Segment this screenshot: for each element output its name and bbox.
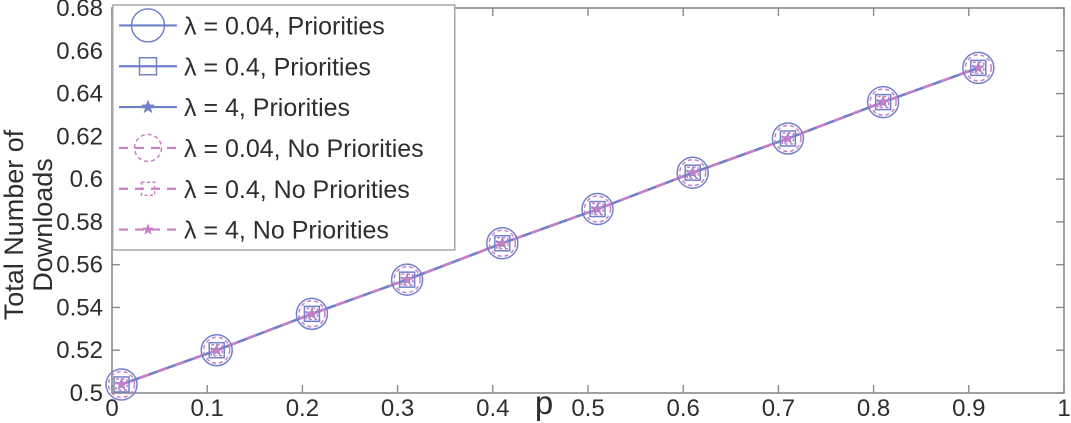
legend-marker-star bbox=[140, 99, 156, 114]
data-marker-square bbox=[208, 341, 225, 359]
data-marker-circle bbox=[295, 297, 329, 331]
y-tick-label: 0.5 bbox=[70, 380, 103, 407]
legend-marker-circle bbox=[130, 8, 166, 43]
y-tick-label: 0.64 bbox=[56, 81, 103, 108]
data-marker-square bbox=[874, 93, 892, 111]
data-marker-square bbox=[589, 200, 606, 218]
y-tick-label: 0.66 bbox=[56, 38, 103, 65]
legend bbox=[112, 4, 456, 251]
y-axis-label-line1: Total Number of bbox=[0, 129, 29, 321]
legend-label: λ = 0.4, No Priorities bbox=[184, 176, 410, 204]
data-marker-circle bbox=[202, 336, 231, 364]
data-marker-star bbox=[401, 274, 413, 285]
x-tick-label: 0.3 bbox=[381, 395, 414, 422]
data-marker-star bbox=[116, 378, 127, 389]
data-marker-star bbox=[592, 203, 603, 214]
data-marker-circle bbox=[298, 300, 326, 328]
legend-label: λ = 0.4, Priorities bbox=[184, 53, 371, 81]
data-marker-square bbox=[684, 164, 701, 181]
x-tick-label: 0.6 bbox=[667, 395, 700, 422]
data-marker-circle bbox=[676, 156, 709, 189]
x-tick-label: 0.1 bbox=[191, 395, 224, 422]
data-marker-circle bbox=[583, 195, 612, 223]
x-tick-label: 0.4 bbox=[476, 395, 509, 422]
data-marker-circle bbox=[771, 122, 805, 155]
data-marker-star bbox=[211, 344, 222, 355]
data-marker-circle bbox=[774, 124, 802, 153]
y-tick-label: 0.62 bbox=[56, 123, 103, 150]
data-marker-star bbox=[877, 96, 889, 107]
legend-marker-square bbox=[138, 57, 158, 76]
data-marker-square bbox=[303, 305, 321, 323]
series-line-5 bbox=[121, 66, 979, 386]
data-marker-circle bbox=[581, 192, 614, 226]
data-marker-circle bbox=[105, 368, 138, 401]
data-marker-square bbox=[970, 59, 987, 77]
data-marker-star bbox=[497, 237, 508, 248]
legend-marker-circle bbox=[133, 133, 163, 163]
x-axis-label: p bbox=[534, 384, 554, 421]
y-axis-label: Total Number of Downloads bbox=[0, 80, 58, 370]
data-marker-star bbox=[782, 132, 794, 143]
x-tick-label: 0.7 bbox=[762, 395, 795, 422]
legend-label: λ = 0.04, No Priorities bbox=[184, 135, 424, 163]
y-tick-label: 0.52 bbox=[56, 337, 103, 364]
data-marker-star bbox=[306, 308, 318, 319]
x-tick-label: 1 bbox=[1057, 395, 1070, 422]
data-marker-square bbox=[779, 130, 797, 147]
y-tick-label: 0.68 bbox=[56, 0, 103, 22]
data-marker-square bbox=[398, 271, 416, 288]
data-marker-circle bbox=[488, 229, 517, 258]
y-tick-label: 0.56 bbox=[56, 252, 103, 279]
y-tick-label: 0.6 bbox=[70, 166, 103, 193]
data-marker-star bbox=[687, 167, 698, 178]
data-marker-circle bbox=[390, 263, 424, 296]
legend-label: λ = 4, No Priorities bbox=[184, 217, 389, 245]
x-tick-label: 0.9 bbox=[952, 395, 985, 422]
data-marker-circle bbox=[964, 54, 993, 82]
data-marker-circle bbox=[678, 158, 707, 187]
data-marker-circle bbox=[200, 333, 233, 367]
legend-label: λ = 0.04, Priorities bbox=[184, 12, 385, 40]
data-marker-square bbox=[113, 376, 130, 393]
y-tick-label: 0.54 bbox=[56, 294, 103, 321]
x-tick-label: 0.5 bbox=[571, 395, 604, 422]
x-tick-label: 0 bbox=[105, 395, 118, 422]
data-marker-square bbox=[494, 235, 511, 252]
data-marker-star bbox=[973, 62, 984, 73]
x-tick-label: 0.2 bbox=[286, 395, 319, 422]
x-tick-label: 0.8 bbox=[857, 395, 890, 422]
data-marker-circle bbox=[486, 227, 519, 260]
data-marker-circle bbox=[866, 85, 900, 119]
data-marker-circle bbox=[107, 370, 136, 399]
y-tick-label: 0.58 bbox=[56, 209, 103, 236]
y-axis-label-line2: Downloads bbox=[28, 158, 58, 292]
data-marker-circle bbox=[962, 51, 995, 85]
data-marker-circle bbox=[869, 88, 897, 116]
legend-marker-star bbox=[142, 223, 154, 235]
data-marker-circle bbox=[393, 265, 421, 294]
legend-marker-square bbox=[140, 181, 156, 196]
legend-label: λ = 4, Priorities bbox=[184, 94, 350, 122]
